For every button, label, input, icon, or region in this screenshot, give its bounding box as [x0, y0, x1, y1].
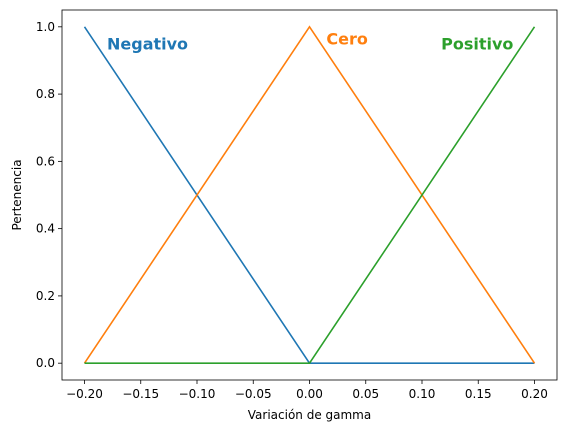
x-tick-label: 0.10	[409, 387, 436, 401]
y-tick-label: 0.0	[36, 356, 55, 370]
x-tick-label: 0.15	[465, 387, 492, 401]
x-tick-label: 0.20	[521, 387, 548, 401]
x-tick-label: 0.00	[296, 387, 323, 401]
y-tick-label: 0.2	[36, 289, 55, 303]
y-tick-label: 1.0	[36, 20, 55, 34]
series-lines	[83, 25, 536, 364]
y-tick-label: 0.8	[36, 87, 55, 101]
y-axis: 0.0 0.2 0.4 0.6 0.8 1.0	[36, 20, 62, 370]
x-tick-label: −0.10	[179, 387, 216, 401]
series-line-positivo	[84, 26, 536, 364]
x-axis: −0.20 −0.15 −0.10 −0.05 0.00 0.05 0.10 0.15 0.20	[66, 380, 548, 401]
x-axis-label: Variación de gamma	[248, 408, 371, 422]
plot-area	[61, 9, 558, 381]
x-tick-label: 0.05	[352, 387, 379, 401]
series-label-cero: Cero	[326, 30, 367, 49]
x-tick-label: −0.15	[122, 387, 159, 401]
y-axis-label: Pertenencia	[10, 159, 24, 230]
series-label-negativo: Negativo	[107, 35, 188, 54]
y-tick-label: 0.4	[36, 222, 55, 236]
series-labels: Negativo Cero Positivo	[107, 30, 513, 54]
y-tick-label: 0.6	[36, 154, 55, 168]
series-label-positivo: Positivo	[441, 35, 513, 54]
series-line-cero	[83, 25, 536, 364]
x-tick-label: −0.20	[66, 387, 103, 401]
x-tick-label: −0.05	[235, 387, 272, 401]
